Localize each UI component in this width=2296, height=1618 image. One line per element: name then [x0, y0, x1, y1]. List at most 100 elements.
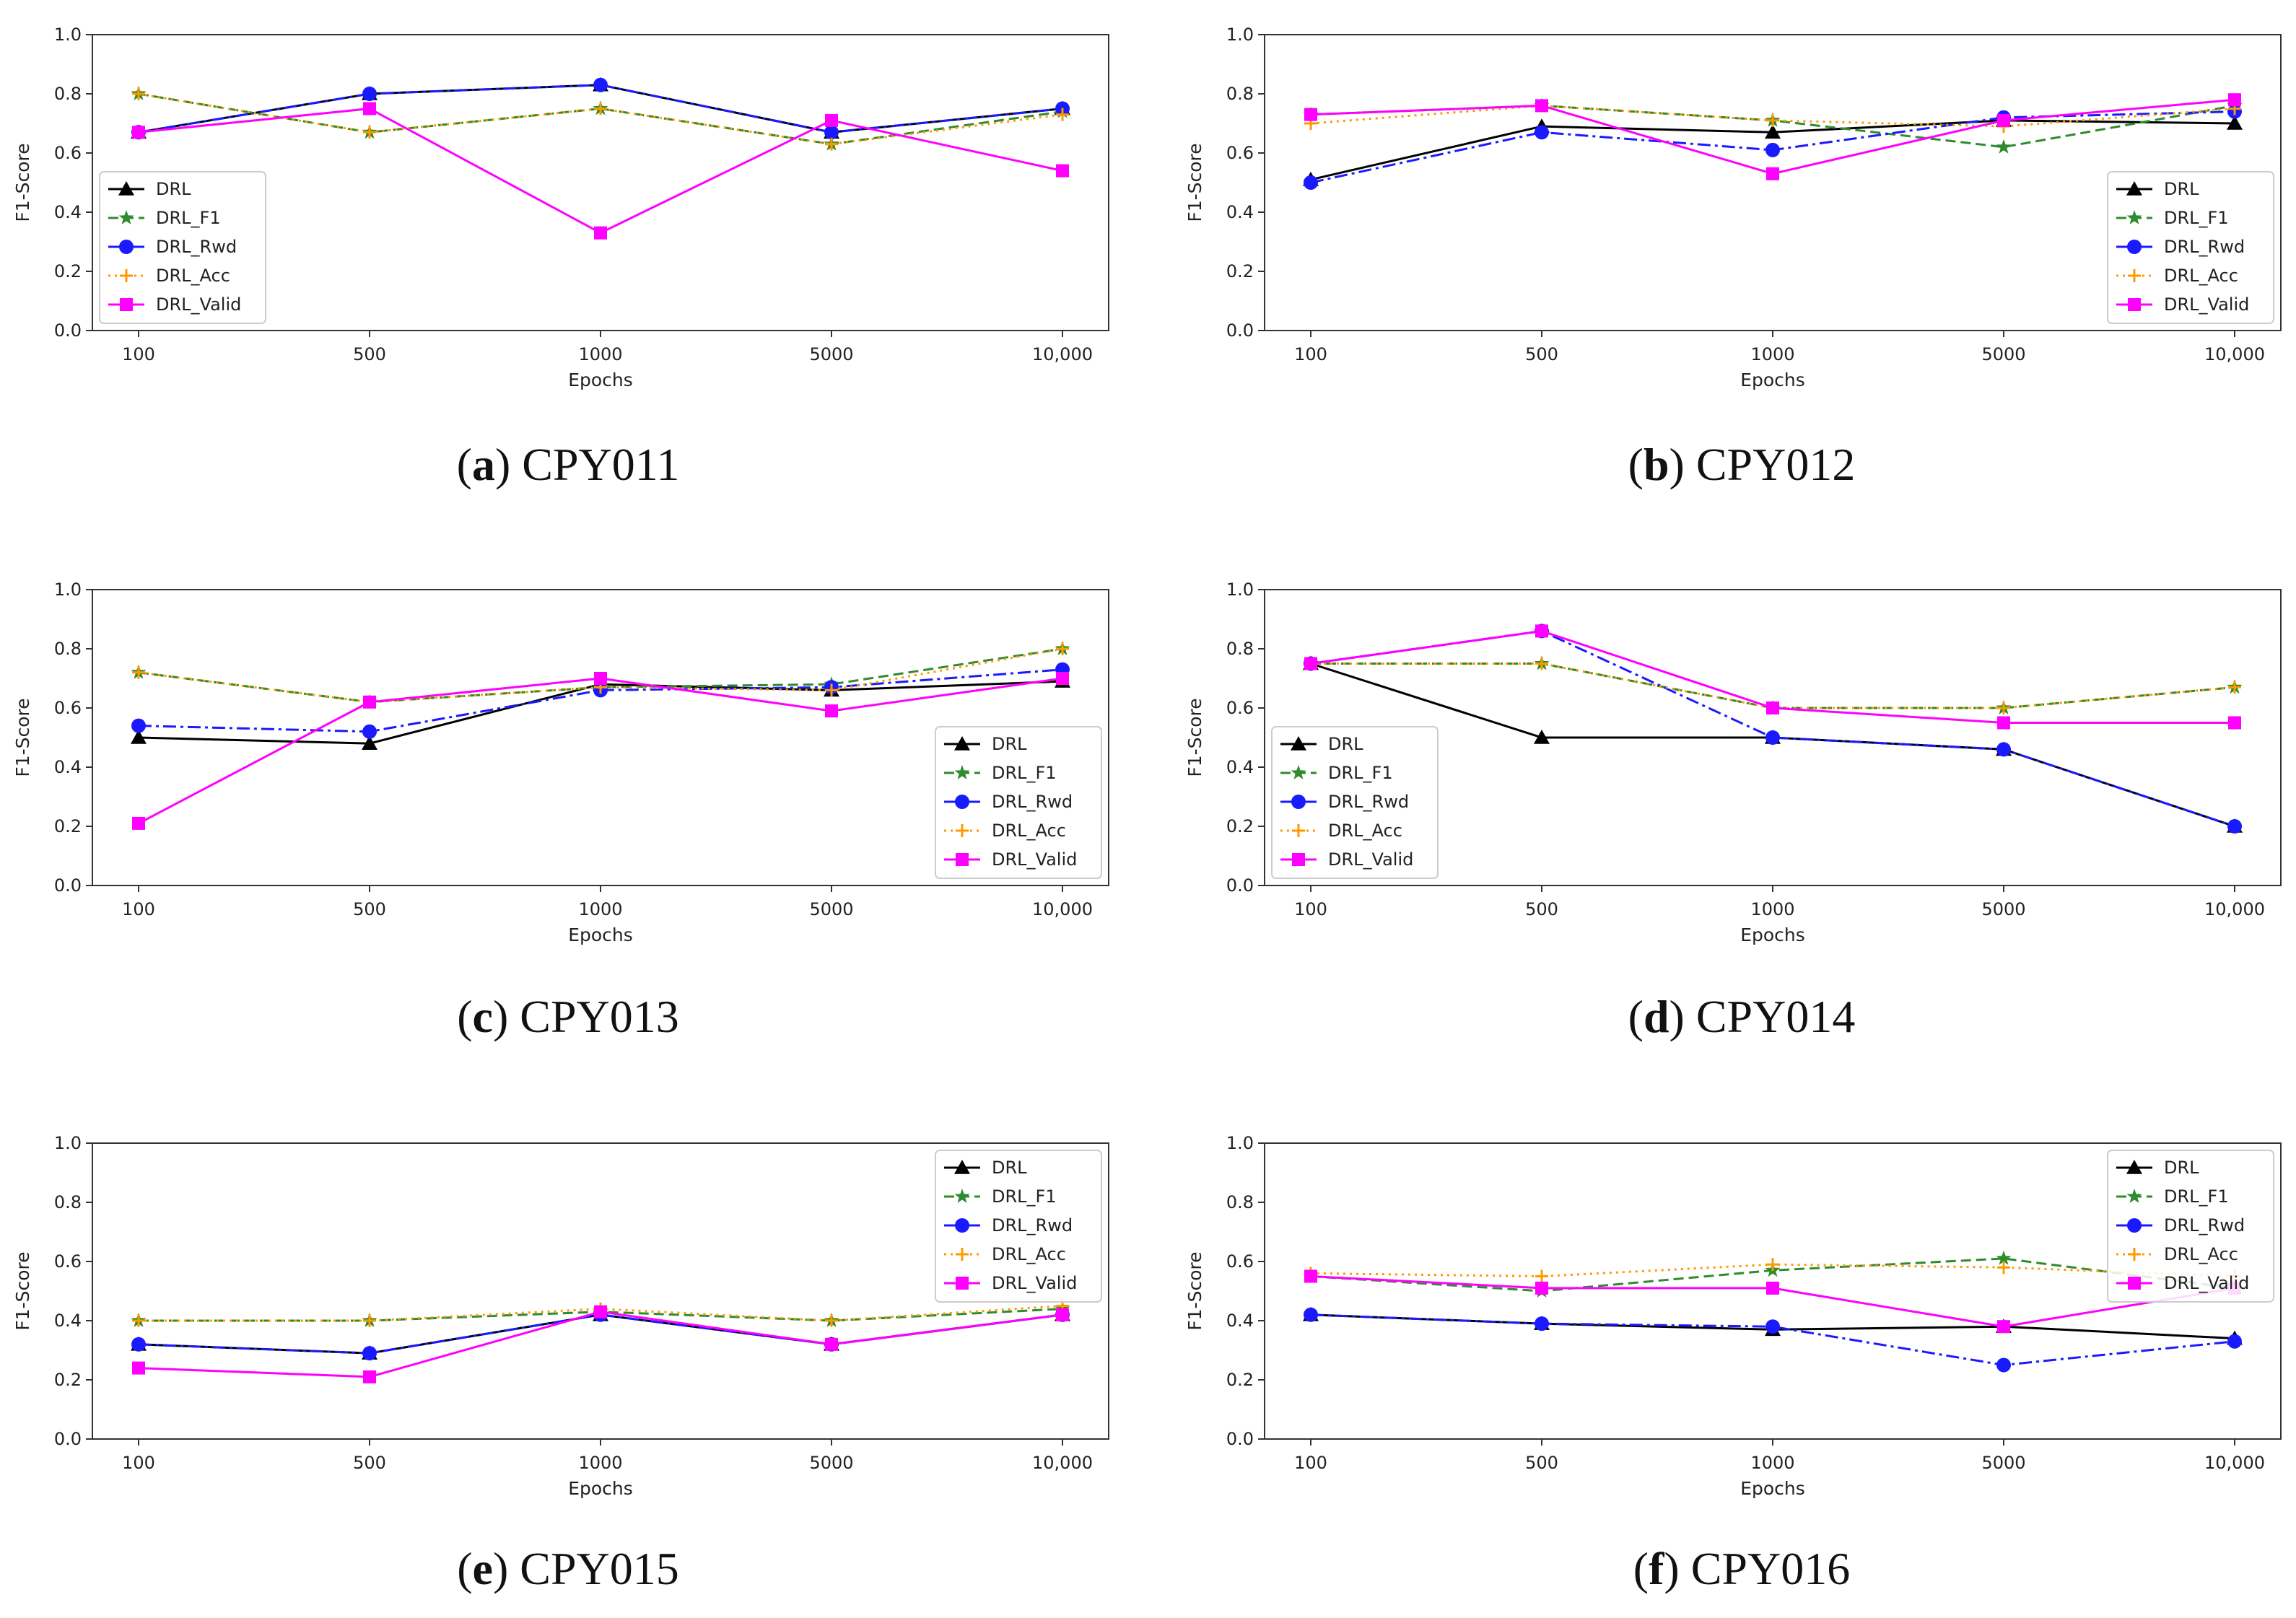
x-tick-label: 10,000	[1032, 344, 1093, 364]
point-drl-rwd	[824, 125, 839, 140]
x-tick-label: 100	[1294, 1453, 1327, 1473]
y-tick-label: 0.4	[54, 202, 82, 222]
legend-label-drl-f1: DRL_F1	[992, 763, 1057, 783]
legend-label-drl-acc: DRL_Acc	[1328, 821, 1402, 841]
point-drl-valid	[825, 113, 838, 127]
x-tick-label: 1000	[578, 344, 622, 364]
y-axis-label: F1-Score	[12, 698, 33, 777]
y-axis-label: F1-Score	[1184, 1251, 1205, 1330]
point-drl-valid	[2228, 93, 2241, 107]
legend-label-drl: DRL	[156, 179, 191, 199]
point-drl-rwd	[2227, 819, 2242, 834]
point-drl-valid	[1535, 99, 1548, 113]
x-tick-label: 100	[122, 899, 155, 919]
point-drl-acc	[1056, 108, 1069, 121]
legend: DRL DRL_F1 DRL_Rwd DRL_Acc DRL_Valid	[1271, 726, 1439, 879]
point-drl-rwd	[1535, 125, 1549, 140]
point-drl-valid	[1535, 1281, 1548, 1295]
y-tick-label: 0.6	[1226, 143, 1254, 163]
point-drl-valid	[1766, 167, 1779, 180]
legend-box	[99, 171, 266, 324]
y-tick-label: 0.0	[54, 875, 82, 896]
point-drl-acc	[132, 665, 145, 679]
x-tick-label: 1000	[578, 1453, 622, 1473]
legend-label-drl-acc: DRL_Acc	[992, 1244, 1066, 1264]
legend-marker-drl-f1	[2126, 210, 2142, 224]
point-drl-valid	[132, 816, 145, 830]
point-drl-acc	[1766, 113, 1779, 127]
point-drl-rwd	[362, 87, 377, 101]
y-tick-label: 1.0	[1226, 1133, 1254, 1153]
legend-label-drl: DRL	[2164, 1158, 2199, 1178]
legend-label-drl-f1: DRL_F1	[992, 1186, 1057, 1207]
point-drl	[2227, 115, 2243, 130]
legend-marker-drl-f1	[954, 1189, 970, 1203]
legend-label-drl-rwd: DRL_Rwd	[156, 237, 237, 257]
chart-panel-f: 0.0 0.2 0.4 0.6 0.8 1.0 100 500 1000 5000 10,000 Ep…	[1184, 1133, 2282, 1594]
point-drl-rwd	[131, 718, 146, 733]
y-tick-label: 1.0	[1226, 580, 1254, 600]
y-tick-label: 0.8	[1226, 1192, 1254, 1212]
legend-marker-drl-rwd	[1291, 795, 1306, 809]
y-tick-label: 0.0	[1226, 320, 1254, 341]
legend-label-drl-rwd: DRL_Rwd	[2164, 1215, 2245, 1236]
legend-marker-drl-f1	[954, 765, 970, 779]
series-line-drl-rwd	[138, 84, 1063, 134]
point-drl-valid	[1766, 701, 1779, 714]
legend-marker-drl-valid	[120, 298, 133, 311]
x-tick-label: 1000	[1750, 1453, 1794, 1473]
point-drl-rwd	[1535, 1316, 1549, 1331]
x-tick-label: 10,000	[1032, 899, 1093, 919]
y-tick-label: 0.2	[54, 261, 82, 281]
legend-marker-drl-rwd	[2127, 1218, 2142, 1233]
x-tick-label: 5000	[1981, 344, 2025, 364]
x-tick-label: 5000	[809, 1453, 853, 1473]
y-tick-label: 0.4	[1226, 1311, 1254, 1331]
y-tick-label: 0.0	[1226, 875, 1254, 896]
legend-box	[935, 726, 1102, 879]
legend-label-drl-valid: DRL_Valid	[1328, 849, 1413, 870]
y-tick-label: 0.0	[54, 1429, 82, 1449]
y-tick-label: 1.0	[1226, 25, 1254, 45]
legend-marker-drl-rwd	[2127, 240, 2142, 254]
legend-marker-drl	[954, 736, 970, 751]
legend: DRL DRL_F1 DRL_Rwd DRL_Acc DRL_Valid	[99, 171, 266, 324]
point-drl-acc	[825, 683, 838, 697]
point-drl-acc	[2228, 681, 2241, 694]
point-drl-valid	[594, 1305, 607, 1319]
legend-label-drl: DRL	[2164, 179, 2199, 199]
chart-panel-d: 0.0 0.2 0.4 0.6 0.8 1.0 100 500 1000 5000 10,000 Ep…	[1184, 580, 2282, 1042]
point-drl-acc	[363, 1314, 376, 1327]
series-line-drl-rwd	[138, 1313, 1063, 1355]
point-drl-rwd	[1765, 142, 1780, 157]
legend-label-drl-f1: DRL_F1	[2164, 1186, 2229, 1207]
caption-letter: d	[1644, 991, 1669, 1042]
legend-box	[1271, 726, 1439, 879]
legend-label-drl-f1: DRL_F1	[156, 208, 221, 228]
legend-box	[2107, 171, 2274, 324]
caption-paren-close: )	[1669, 439, 1696, 490]
point-drl-rwd	[1996, 742, 2011, 757]
y-axis-label: F1-Score	[1184, 698, 1205, 777]
x-axis-label: Epochs	[1740, 369, 1805, 390]
y-tick-label: 0.0	[1226, 1429, 1254, 1449]
caption-name: CPY015	[520, 1543, 679, 1594]
y-tick-label: 0.2	[54, 1370, 82, 1390]
y-tick-label: 0.8	[1226, 84, 1254, 104]
legend-marker-drl-rwd	[955, 1218, 969, 1233]
point-drl-valid	[1304, 1269, 1317, 1283]
point-drl-rwd	[1765, 730, 1780, 745]
caption-name: CPY011	[522, 439, 679, 490]
legend-marker-drl-f1	[118, 210, 134, 224]
x-tick-label: 500	[353, 899, 386, 919]
y-tick-label: 0.2	[1226, 816, 1254, 836]
point-drl-valid	[1766, 1281, 1779, 1295]
point-drl-acc	[1997, 1261, 2010, 1274]
point-drl-valid	[825, 1337, 838, 1351]
point-drl-acc	[1535, 1269, 1548, 1283]
y-axis-label: F1-Score	[1184, 143, 1205, 222]
legend-label-drl-acc: DRL_Acc	[2164, 266, 2238, 286]
x-tick-label: 100	[122, 344, 155, 364]
point-drl-valid	[1304, 657, 1317, 670]
caption-letter: c	[473, 991, 493, 1042]
